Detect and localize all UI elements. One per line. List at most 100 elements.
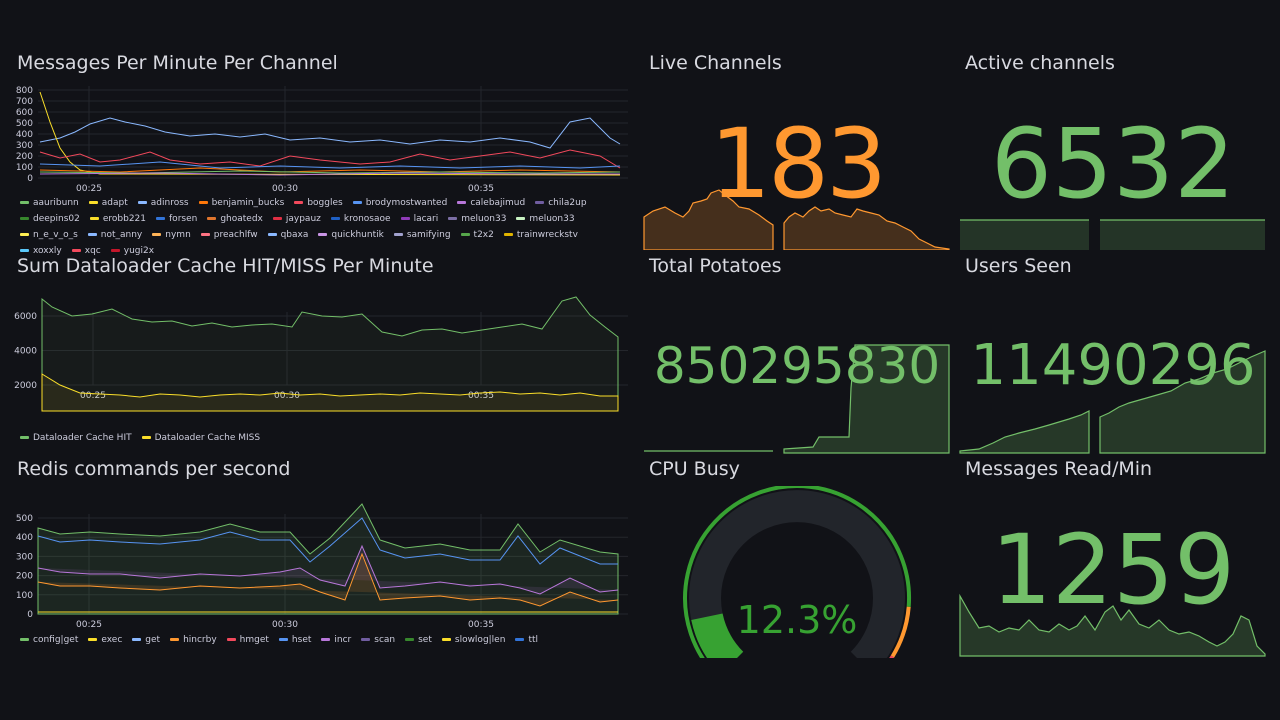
cpu-busy-panel[interactable]: CPU Busy 12.3%: [643, 458, 951, 658]
legend-swatch: [88, 638, 98, 641]
legend-item[interactable]: adinross: [137, 195, 189, 211]
legend-label: chila2up: [548, 198, 587, 208]
legend-item[interactable]: chila2up: [535, 195, 587, 211]
legend-label: ttl: [528, 635, 538, 645]
series-line: [39, 172, 620, 176]
legend-label: n_e_v_o_s: [33, 230, 78, 240]
legend-label: calebajimud: [470, 198, 526, 208]
legend-item[interactable]: hmget: [226, 632, 269, 648]
legend-item[interactable]: get: [132, 632, 160, 648]
dataloader-cache-panel: Sum Dataloader Cache HIT/MISS Per Minute…: [0, 255, 630, 455]
legend-label: brodymostwanted: [365, 198, 448, 208]
legend-item[interactable]: qbaxa: [267, 227, 308, 243]
legend-item[interactable]: not_anny: [87, 227, 143, 243]
active-channels-panel[interactable]: Active channels 6532: [959, 52, 1267, 252]
legend-item[interactable]: n_e_v_o_s: [20, 227, 78, 243]
legend-swatch: [503, 233, 513, 236]
series-hset: [37, 517, 618, 565]
gauge-fill: [691, 612, 744, 658]
messages-legend: aauribunn adapt adinross benjamin_bucks bogg…: [20, 195, 625, 259]
legend-item[interactable]: preachlfw: [200, 227, 258, 243]
legend-swatch: [330, 217, 340, 220]
legend-swatch: [156, 217, 166, 220]
legend-item[interactable]: jaypauz: [272, 211, 321, 227]
legend-item[interactable]: meluon33: [516, 211, 575, 227]
legend-label: xoxxly: [33, 246, 62, 256]
messages-read-value: 1259: [990, 514, 1236, 626]
legend-item[interactable]: trainwreckstv: [503, 227, 578, 243]
legend-item[interactable]: ttl: [515, 632, 538, 648]
series-config-get: [37, 503, 619, 615]
legend-swatch: [352, 201, 362, 204]
legend-item[interactable]: Dataloader Cache HIT: [20, 430, 132, 446]
legend-item[interactable]: meluon33: [448, 211, 506, 227]
cache-miss-line: [41, 373, 619, 412]
legend-swatch: [207, 217, 217, 220]
legend-item[interactable]: xqc: [71, 243, 101, 259]
messages-read-panel[interactable]: Messages Read/Min 1259: [959, 458, 1267, 658]
legend-swatch: [20, 201, 29, 204]
total-potatoes-value: 850295830: [653, 337, 941, 395]
legend-item[interactable]: incr: [321, 632, 351, 648]
legend-label: preachlfw: [213, 230, 258, 240]
legend-swatch: [321, 638, 331, 641]
redis-commands-panel: Redis commands per second 500 400 300 200 10…: [0, 458, 630, 658]
legend-item[interactable]: exec: [88, 632, 122, 648]
panel-title: Messages Per Minute Per Channel: [17, 52, 338, 74]
panel-title: CPU Busy: [649, 458, 740, 480]
cache-chart[interactable]: 6000 4000 2000 00:25 00:30 00:35: [0, 285, 630, 430]
legend-swatch: [361, 638, 371, 641]
users-seen-panel[interactable]: Users Seen 11490296: [959, 255, 1267, 455]
legend-swatch: [20, 217, 29, 220]
legend-item[interactable]: samifying: [393, 227, 451, 243]
legend-item[interactable]: hset: [278, 632, 311, 648]
legend-label: samifying: [406, 230, 451, 240]
series-line: [39, 161, 621, 169]
legend-item[interactable]: boggles: [294, 195, 343, 211]
legend-item[interactable]: hincrby: [170, 632, 217, 648]
legend-item[interactable]: slowlog|len: [441, 632, 505, 648]
series-hincrby: [37, 552, 619, 607]
legend-item[interactable]: erobb221: [89, 211, 147, 227]
legend-item[interactable]: lacari: [400, 211, 438, 227]
legend-label: xqc: [84, 246, 101, 256]
legend-swatch: [200, 233, 210, 236]
legend-item[interactable]: nymn: [152, 227, 191, 243]
legend-item[interactable]: kronosaoe: [330, 211, 391, 227]
legend-swatch: [87, 233, 97, 236]
legend-item[interactable]: t2x2: [460, 227, 494, 243]
legend-item[interactable]: quickhuntik: [318, 227, 384, 243]
legend-item[interactable]: xoxxly: [20, 243, 62, 259]
legend-item[interactable]: benjamin_bucks: [198, 195, 284, 211]
legend-item[interactable]: forsen: [156, 211, 197, 227]
legend-item[interactable]: Dataloader Cache MISS: [141, 430, 260, 446]
legend-swatch: [278, 638, 288, 641]
legend-swatch: [110, 249, 120, 252]
legend-swatch: [272, 217, 282, 220]
legend-item[interactable]: ghoatedx: [207, 211, 263, 227]
legend-item[interactable]: calebajimud: [457, 195, 525, 211]
legend-swatch: [141, 436, 151, 439]
legend-item[interactable]: set: [405, 632, 432, 648]
redis-chart[interactable]: 500 400 300 200 100 0 00:25 00:30 00:35: [0, 488, 630, 631]
legend-item[interactable]: deepins02: [20, 211, 80, 227]
legend-item[interactable]: brodymostwanted: [352, 195, 448, 211]
legend-swatch: [71, 249, 81, 252]
legend-item[interactable]: yugi2x: [110, 243, 154, 259]
legend-label: exec: [101, 635, 123, 645]
legend-item[interactable]: scan: [361, 632, 395, 648]
series-incr: [37, 544, 619, 595]
live-channels-panel[interactable]: Live Channels 183: [643, 52, 951, 252]
legend-label: erobb221: [102, 214, 147, 224]
total-potatoes-panel[interactable]: Total Potatoes 850295830: [643, 255, 951, 455]
legend-item[interactable]: config|get: [20, 632, 78, 648]
panel-title: Sum Dataloader Cache HIT/MISS Per Minute: [17, 255, 434, 277]
legend-label: kronosaoe: [343, 214, 391, 224]
users-seen-value: 11490296: [970, 333, 1256, 398]
legend-item[interactable]: aauribunn: [20, 195, 79, 211]
legend-item[interactable]: adapt: [88, 195, 128, 211]
legend-label: not_anny: [100, 230, 143, 240]
legend-swatch: [460, 233, 470, 236]
panel-title: Active channels: [965, 52, 1115, 74]
